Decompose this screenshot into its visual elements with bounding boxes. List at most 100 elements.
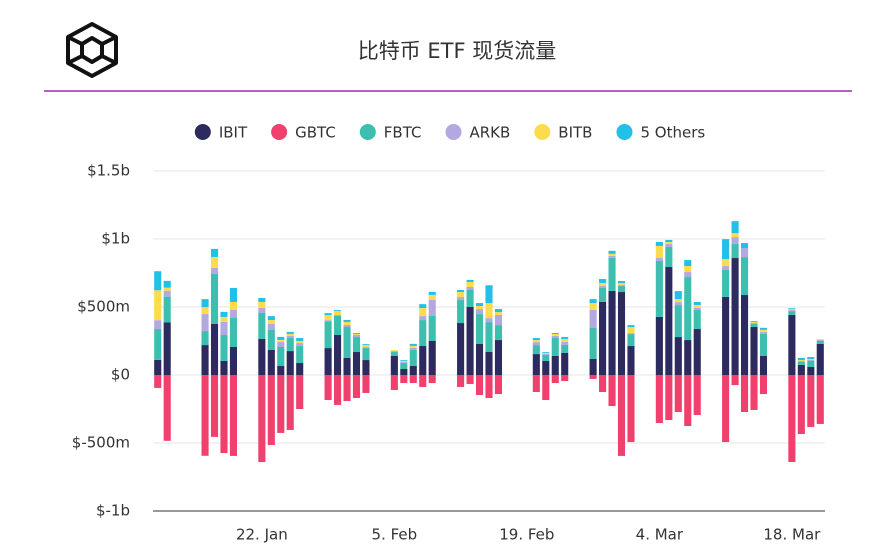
bar-segment [409, 347, 417, 350]
bar-segment [428, 291, 436, 295]
bar-segment [258, 312, 266, 339]
bar-segment [684, 266, 692, 273]
bar-segment [428, 315, 436, 341]
bar-segment [674, 305, 682, 338]
bar-segment [788, 311, 796, 316]
legend-label: FBTC [384, 124, 422, 142]
bar-segment [589, 358, 597, 375]
bar-segment [741, 248, 749, 258]
bar-segment [324, 320, 332, 322]
bar-segment [665, 241, 673, 245]
y-tick-label: $-1b [96, 502, 130, 520]
y-tick-label: $1b [101, 230, 130, 248]
bar-segment [693, 309, 701, 330]
bar-segment [674, 299, 682, 303]
bar-segment [154, 290, 162, 321]
legend-swatch [359, 124, 376, 140]
bar-segment [201, 307, 209, 315]
logo [66, 22, 118, 78]
bar-segment [665, 247, 673, 268]
bar-segment [494, 312, 503, 316]
bar-segment [296, 338, 304, 341]
bar-segment [684, 375, 692, 426]
bar-segment [608, 250, 616, 254]
bar-segment [589, 375, 597, 379]
bar-segment [542, 355, 550, 361]
bar-segment [759, 355, 768, 375]
bar-segment [154, 329, 162, 360]
bar-segment [409, 349, 417, 367]
bar-segment [163, 287, 171, 291]
bar-segment [693, 329, 701, 375]
bar-segment [362, 344, 370, 346]
bar-segment [267, 375, 275, 446]
bar-segment [229, 346, 237, 375]
bar-segment [334, 375, 342, 405]
bar-segment [599, 375, 607, 392]
bar-segment [797, 375, 805, 435]
bar-segment [561, 344, 569, 353]
bar-segment [759, 333, 768, 356]
bar-segment [277, 366, 285, 375]
bar-segment [731, 244, 739, 259]
bar-segment [816, 343, 824, 375]
bar-segment [428, 341, 436, 375]
bar-segment [665, 267, 673, 375]
bar-segment [589, 299, 597, 304]
bar-segment [589, 327, 597, 359]
bar-segment [722, 270, 730, 297]
bar-segment [551, 375, 559, 384]
bar-segment [154, 320, 162, 330]
bar-segment [210, 256, 219, 268]
bar-segment [750, 321, 758, 323]
bar-segment [343, 324, 351, 327]
bar-segment [665, 244, 673, 248]
legend-item: 5 Others [616, 124, 705, 142]
x-tick-label: 5. Feb [372, 526, 418, 544]
bar-segment [693, 301, 701, 305]
bar-segment [286, 331, 294, 334]
bar-segment [627, 334, 635, 347]
bar-segment [362, 360, 370, 375]
bar-segment [267, 324, 275, 330]
bar-segment [665, 375, 673, 421]
bar-segment [201, 375, 209, 456]
bar-segment [286, 375, 294, 430]
bar-segment [258, 375, 266, 463]
bar-segment [693, 375, 701, 415]
bar-segment [390, 352, 398, 356]
legend-label: BITB [558, 124, 592, 142]
bar-segment [617, 286, 626, 293]
bar-segment [277, 339, 285, 342]
legend-label: IBIT [219, 124, 248, 142]
bar-segment [390, 375, 398, 390]
bar-segment [220, 335, 228, 361]
bar-segment [759, 375, 768, 395]
legend-item: ARKB [445, 124, 510, 142]
bar-segment [693, 304, 701, 308]
bar-segment [788, 308, 796, 310]
bar-segment [428, 299, 436, 316]
bar-segment [741, 295, 749, 375]
bar-segment [741, 243, 749, 249]
bar-segment [457, 323, 465, 375]
bar-segment [154, 359, 162, 375]
bar-segment [362, 347, 370, 349]
bar-segment [759, 329, 768, 332]
bar-segment [324, 348, 332, 375]
bar-segment [608, 375, 616, 407]
bar-segment [419, 346, 427, 375]
x-tick-label: 18. Mar [763, 526, 821, 544]
bar-segment [334, 335, 342, 375]
bar-segment [722, 375, 730, 443]
bar-segment [599, 287, 607, 302]
bar-segment [267, 320, 275, 324]
bar-segment [684, 340, 692, 375]
bar-segment [684, 260, 692, 267]
bar-segment [267, 349, 275, 375]
bar-segment [201, 314, 209, 332]
bar-segment [334, 311, 342, 316]
bar-segment [475, 314, 484, 344]
bar-segment [797, 358, 805, 361]
bar-segment [674, 337, 682, 375]
